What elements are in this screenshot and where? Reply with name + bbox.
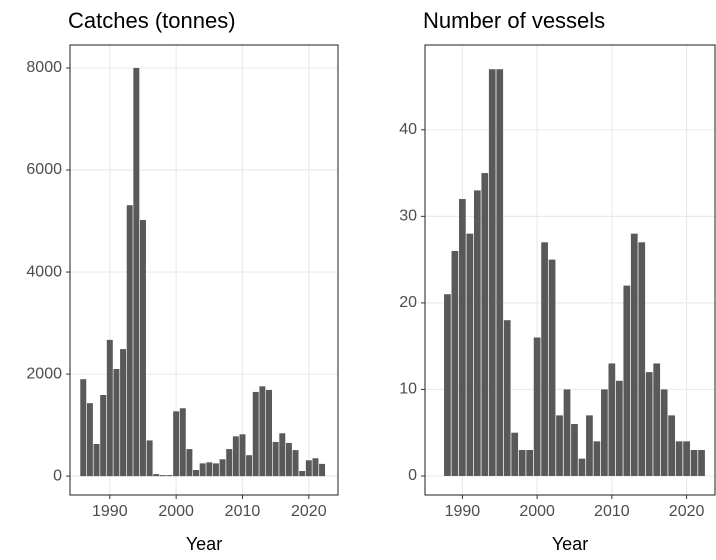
bar xyxy=(93,443,100,477)
bar xyxy=(556,415,563,476)
y-tick-label: 20 xyxy=(399,294,417,311)
y-tick-label: 10 xyxy=(399,381,417,398)
bar xyxy=(312,458,319,477)
bar xyxy=(305,460,312,477)
panel-title: Catches (tonnes) xyxy=(68,8,236,33)
x-tick-label: 2020 xyxy=(291,503,327,520)
bar xyxy=(451,250,459,476)
bar xyxy=(86,403,93,477)
bar xyxy=(219,459,226,477)
bar xyxy=(239,434,246,477)
bar xyxy=(473,190,481,476)
x-tick-label: 1990 xyxy=(92,503,128,520)
bar xyxy=(698,450,705,476)
bar xyxy=(653,363,661,476)
bar xyxy=(668,415,676,476)
plot-border xyxy=(424,44,716,496)
bar xyxy=(232,436,239,477)
bar xyxy=(153,474,160,477)
bar xyxy=(615,380,623,476)
y-tick-label: 6000 xyxy=(26,161,62,178)
bar xyxy=(496,69,504,476)
x-axis-title: Year xyxy=(552,534,588,554)
bar xyxy=(80,379,87,477)
bar xyxy=(526,450,534,476)
y-tick-label: 0 xyxy=(408,467,417,484)
bar xyxy=(133,67,140,477)
bar xyxy=(518,450,526,476)
bar xyxy=(146,440,153,477)
bar xyxy=(638,242,646,476)
bar xyxy=(279,433,286,477)
bar xyxy=(690,450,698,476)
bar xyxy=(159,475,166,477)
bar xyxy=(459,199,466,476)
panel-title: Number of vessels xyxy=(423,8,605,33)
bar xyxy=(675,441,683,476)
bar xyxy=(266,389,272,477)
bar xyxy=(166,475,173,477)
bar xyxy=(481,173,489,476)
x-tick-label: 2010 xyxy=(594,503,630,520)
bar xyxy=(186,449,193,477)
bar xyxy=(541,242,548,476)
bar xyxy=(252,391,259,477)
bar xyxy=(285,442,292,477)
x-tick-label: 1990 xyxy=(445,503,481,520)
y-tick-label: 0 xyxy=(53,467,62,484)
y-tick-label: 30 xyxy=(399,208,417,225)
bar xyxy=(571,424,578,476)
bar xyxy=(563,389,571,476)
bar xyxy=(444,294,451,476)
bar xyxy=(259,386,266,477)
bar xyxy=(292,450,299,477)
bar xyxy=(623,285,631,476)
bar xyxy=(113,368,120,477)
bar xyxy=(630,233,638,476)
bar xyxy=(511,432,519,476)
bar xyxy=(533,337,541,476)
bar xyxy=(466,233,474,476)
y-tick-label: 8000 xyxy=(26,59,62,76)
bar xyxy=(173,411,180,477)
x-axis-title: Year xyxy=(186,534,222,554)
bar xyxy=(608,363,616,476)
bar xyxy=(578,458,586,476)
bar xyxy=(120,349,127,477)
x-tick-label: 2010 xyxy=(225,503,261,520)
bar xyxy=(503,320,511,476)
bar xyxy=(193,470,200,477)
plot-border xyxy=(69,44,339,496)
bar xyxy=(206,462,213,477)
bar xyxy=(226,449,233,477)
bar xyxy=(199,463,206,477)
y-tick-label: 4000 xyxy=(26,263,62,280)
bar xyxy=(488,69,496,476)
bar xyxy=(272,441,279,477)
bar xyxy=(212,463,219,477)
x-tick-label: 2000 xyxy=(158,503,194,520)
bar xyxy=(601,389,608,476)
bar xyxy=(645,372,653,476)
bar xyxy=(299,471,306,477)
bar xyxy=(548,259,556,476)
bar xyxy=(139,220,146,477)
bar xyxy=(586,415,593,476)
x-tick-label: 2020 xyxy=(669,503,705,520)
y-tick-label: 2000 xyxy=(26,365,62,382)
bar xyxy=(319,463,326,477)
bar xyxy=(126,205,133,477)
bar xyxy=(246,455,253,477)
bar xyxy=(106,339,113,477)
bar xyxy=(179,408,186,477)
bar xyxy=(683,441,690,476)
x-tick-label: 2000 xyxy=(519,503,555,520)
bar xyxy=(593,441,601,476)
bar xyxy=(100,395,107,477)
y-tick-label: 40 xyxy=(399,121,417,138)
bar xyxy=(660,389,668,476)
